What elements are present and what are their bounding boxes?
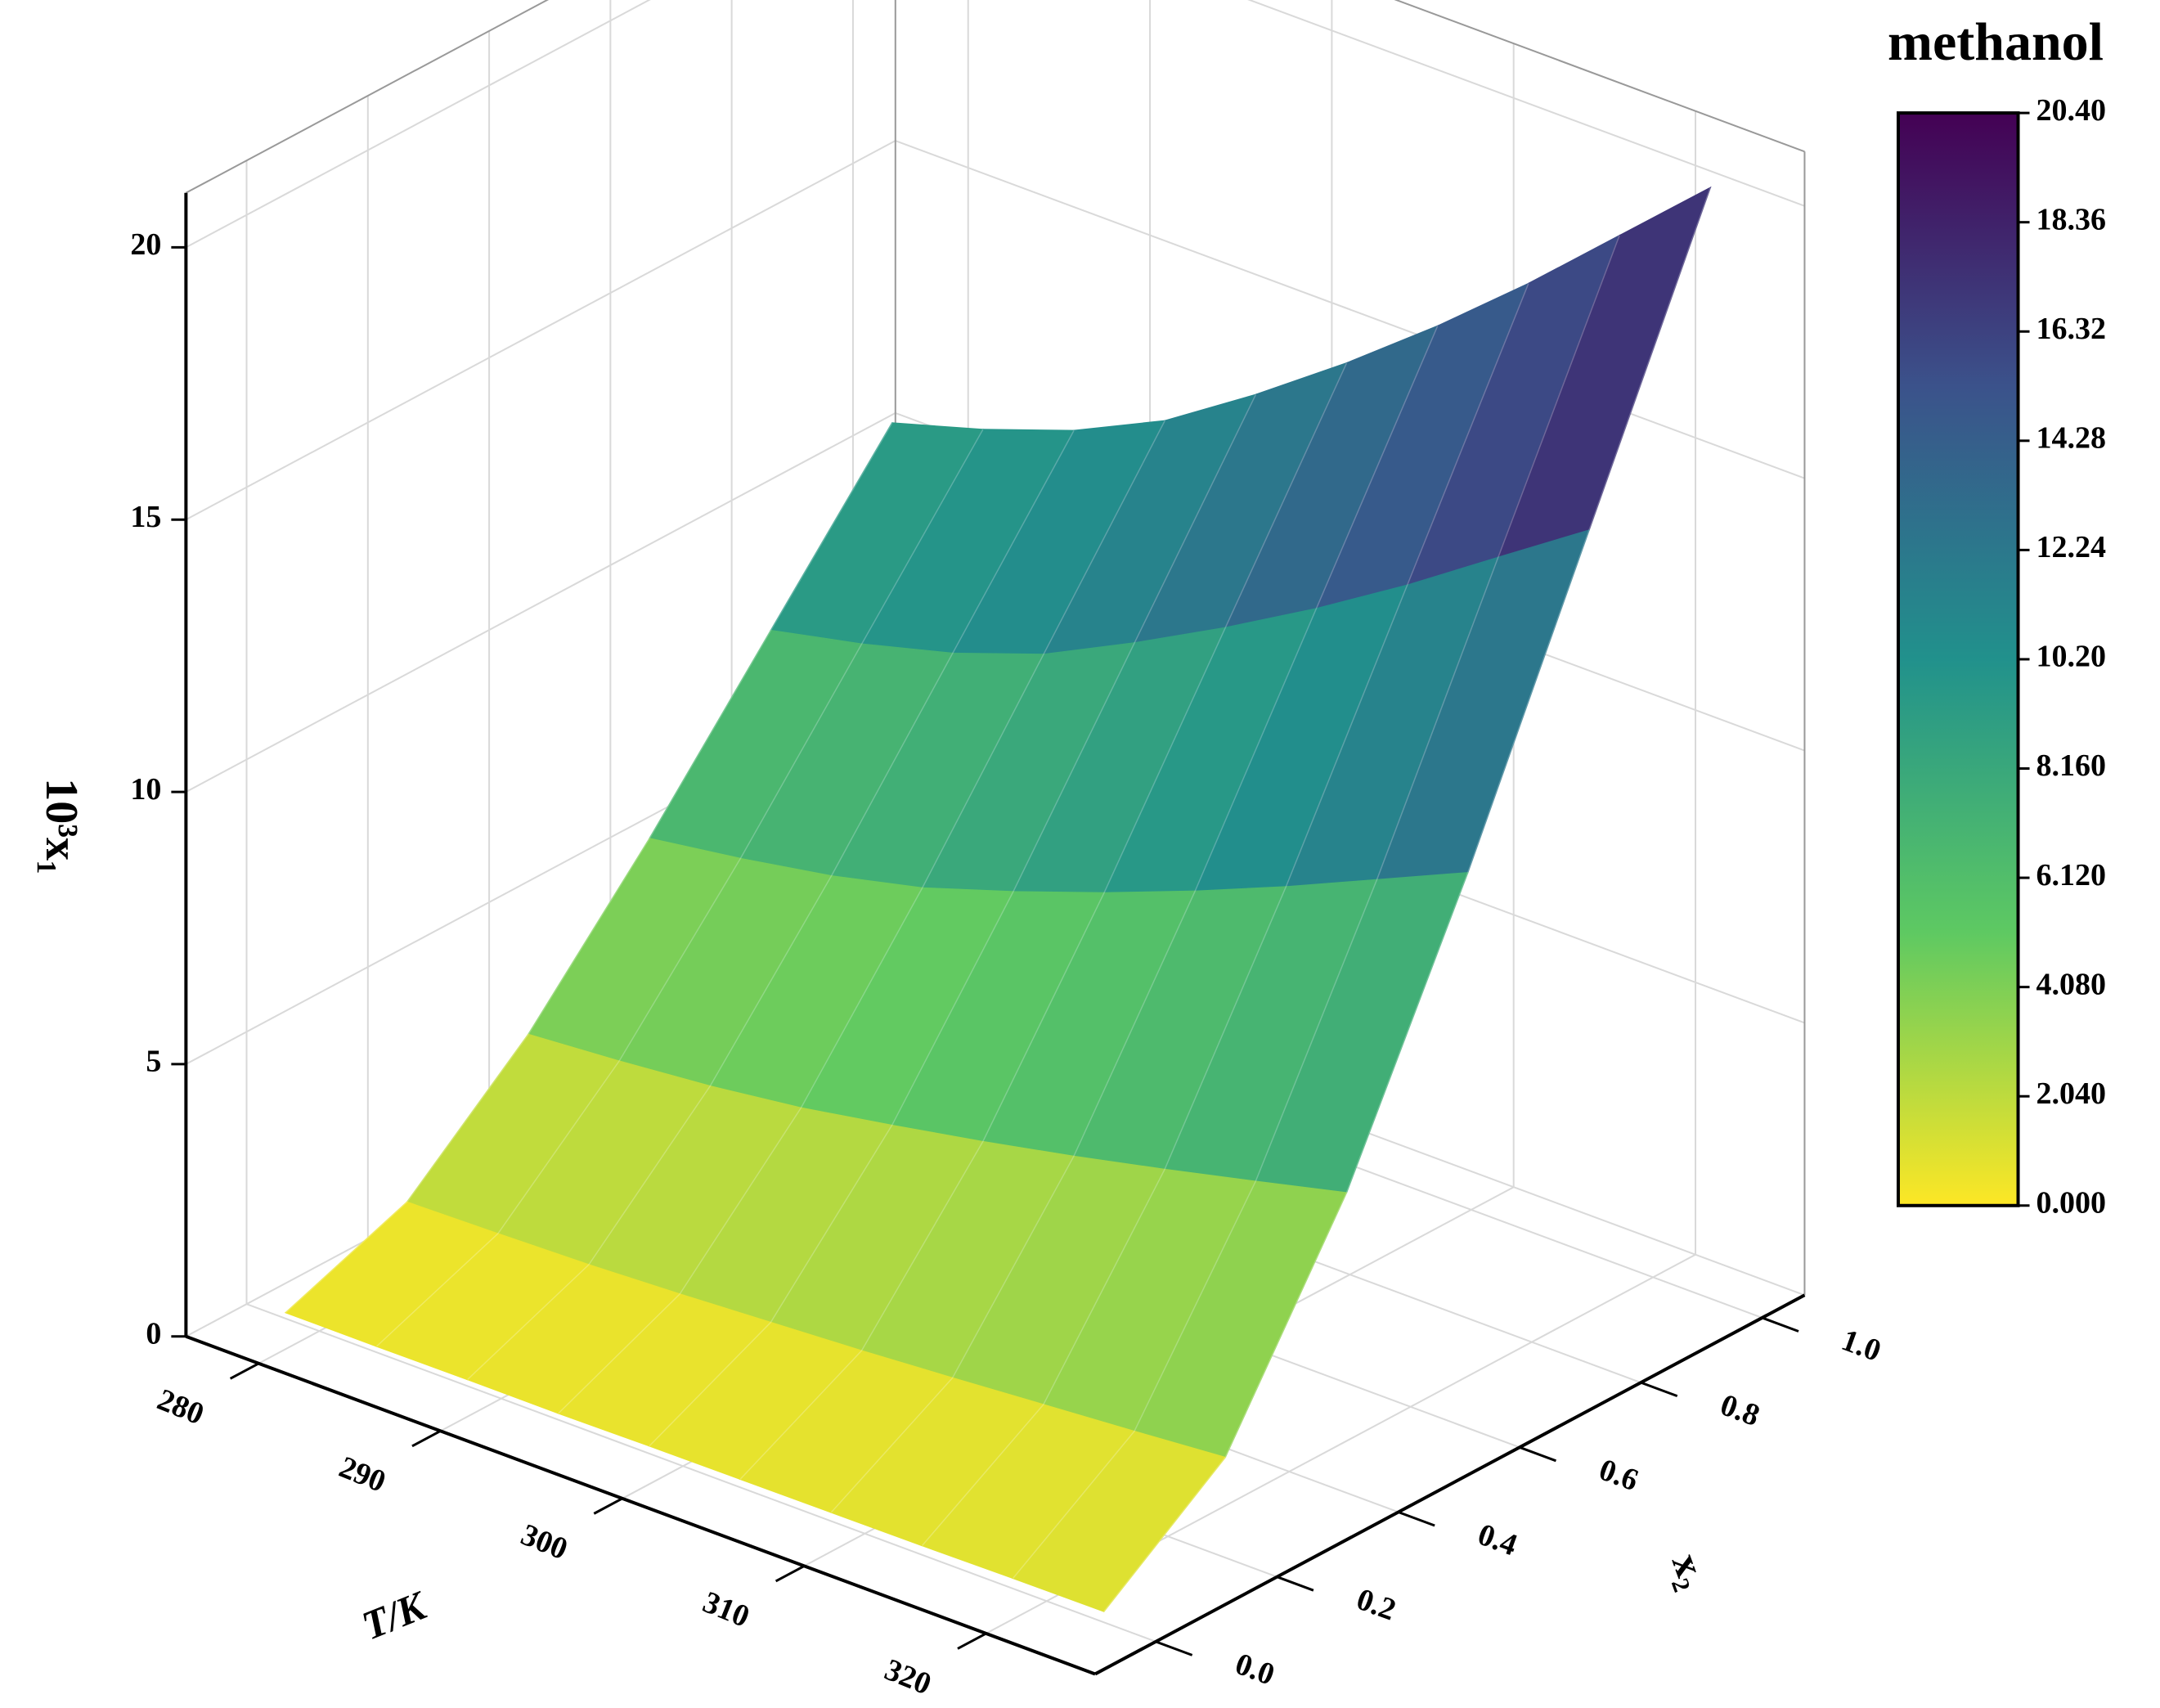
y-tick-label: 0.6: [1595, 1453, 1643, 1499]
y-tick-label: 0.4: [1473, 1517, 1521, 1563]
colorbar-tick-label: 0.000: [2037, 1185, 2107, 1220]
z-tick-label: 10: [130, 772, 161, 807]
grid-line: [895, 140, 1805, 479]
colorbar-tick-label: 4.080: [2037, 967, 2107, 1001]
chart-title: methanol: [1888, 12, 2104, 72]
colorbar-tick-label: 6.120: [2037, 858, 2107, 892]
y-tick-label: 1.0: [1837, 1323, 1885, 1369]
y-axis: [1094, 1293, 1806, 1676]
colorbar-tick-label: 2.040: [2037, 1076, 2107, 1111]
mesh-line: [739, 362, 1348, 1480]
x-tick-label: 300: [516, 1517, 573, 1566]
colorbar-tick-label: 12.24: [2037, 530, 2107, 564]
x-tick-label: 320: [880, 1652, 936, 1701]
mesh-line: [649, 394, 1257, 1447]
surface-patch: [1012, 1430, 1227, 1612]
mesh-line: [375, 429, 984, 1347]
x-tick-label: 310: [698, 1585, 754, 1634]
box-edge: [1394, 0, 1805, 153]
x-tick: [593, 1497, 623, 1515]
y-tick: [1155, 1640, 1193, 1656]
x-tick: [957, 1632, 987, 1650]
colorbar-tick-label: 10.20: [2037, 640, 2107, 674]
y-tick-label: 0.2: [1352, 1582, 1400, 1628]
grid-line: [185, 412, 896, 793]
y-tick: [1640, 1381, 1678, 1398]
z-tick-label: 5: [146, 1045, 161, 1079]
x-axis: [185, 1334, 1096, 1676]
grid-line: [1247, 0, 1805, 207]
grid-line: [246, 1303, 1156, 1643]
mesh-line: [1013, 235, 1620, 1579]
mesh-line: [921, 283, 1529, 1546]
y-tick-label: 0.0: [1231, 1647, 1279, 1692]
y-tick: [1276, 1575, 1314, 1592]
x-tick-label: 280: [153, 1382, 209, 1432]
y-tick: [1398, 1511, 1435, 1527]
y-tick-label: 0.8: [1716, 1387, 1764, 1433]
colorbar-tick-label: 16.32: [2037, 312, 2107, 346]
y-axis-title: x₂: [1664, 1548, 1718, 1594]
z-tick-label: 15: [130, 500, 161, 534]
grid-line: [185, 0, 651, 249]
colorbar-tick-label: 8.160: [2037, 748, 2107, 783]
x-tick: [411, 1430, 442, 1448]
mesh-line: [1103, 187, 1711, 1612]
colorbar-tick-label: 20.40: [2037, 93, 2107, 128]
box-edge: [185, 0, 550, 194]
mesh-line: [830, 326, 1439, 1513]
x-axis-title: T/K: [356, 1581, 434, 1648]
x-tick-label: 290: [335, 1450, 391, 1499]
colorbar-tick-label: 18.36: [2037, 202, 2107, 236]
x-tick: [775, 1565, 806, 1583]
z-axis-title: 10³x₁: [36, 778, 87, 874]
mesh-line: [558, 420, 1165, 1414]
mesh-line: [467, 430, 1075, 1381]
x-tick: [229, 1362, 260, 1380]
grid-line: [185, 140, 896, 521]
colorbar: [1896, 111, 2020, 1207]
colorbar-tick-label: 14.28: [2037, 421, 2107, 456]
y-tick: [1762, 1316, 1799, 1333]
y-tick: [1519, 1445, 1556, 1463]
z-tick-label: 20: [130, 227, 161, 262]
z-tick-label: 0: [146, 1317, 161, 1351]
mesh-line: [285, 422, 893, 1314]
